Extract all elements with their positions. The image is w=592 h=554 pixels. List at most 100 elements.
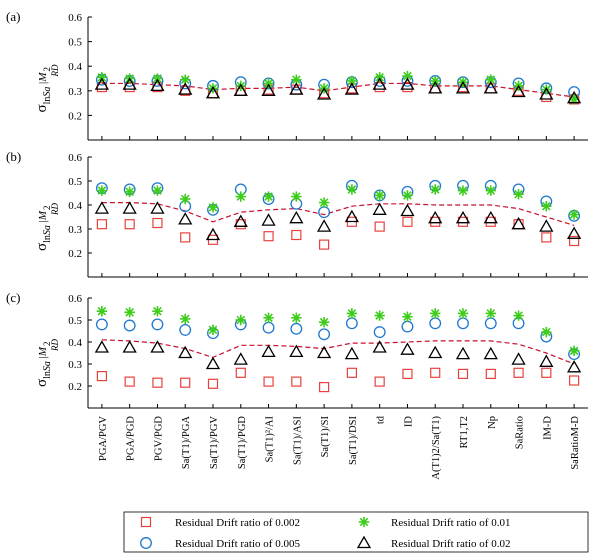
point-0.02 [566, 90, 582, 104]
point-0.01 [180, 313, 191, 325]
series-0.005 [95, 73, 581, 98]
legend-box [123, 511, 589, 553]
point-0.01 [374, 72, 385, 83]
y-axis-label-sub: RD [50, 64, 60, 77]
point-0.002 [124, 376, 135, 387]
point-0.01 [513, 189, 524, 200]
point-0.01 [430, 308, 441, 319]
legend-item-0.002: Residual Drift ratio of 0.002 [140, 516, 300, 529]
point-0.02 [233, 214, 248, 227]
point-0.01 [235, 314, 246, 326]
point-0.02 [178, 82, 193, 95]
point-0.002 [124, 219, 135, 230]
point-0.02 [455, 210, 471, 224]
point-0.005 [401, 320, 414, 333]
legend-marker [140, 516, 152, 528]
point-0.02 [483, 346, 498, 360]
point-0.002 [180, 377, 191, 388]
point-0.02 [94, 340, 110, 353]
y-tick-label: 0.4 [68, 61, 82, 73]
legend-marker [140, 537, 152, 549]
point-0.01 [374, 190, 385, 201]
point-0.01 [152, 73, 163, 84]
point-0.01 [124, 307, 135, 318]
point-0.002 [319, 239, 330, 250]
point-0.005 [457, 76, 469, 89]
point-0.01 [457, 185, 469, 196]
y-tick-label: 0.6 [68, 12, 82, 24]
point-0.01 [346, 184, 358, 195]
series-0.02 [94, 77, 582, 104]
point-0.01 [207, 202, 219, 213]
series-0.002 [96, 82, 580, 105]
point-0.002 [374, 376, 385, 387]
point-0.002 [152, 217, 163, 229]
point-0.005 [290, 322, 303, 335]
point-0.02 [539, 354, 554, 367]
point-0.02 [178, 212, 193, 225]
point-0.01 [152, 306, 163, 317]
point-0.002 [569, 235, 580, 247]
legend-label: Residual Drift ratio of 0.002 [175, 517, 300, 529]
trend-line [101, 339, 575, 365]
point-0.01 [235, 191, 246, 202]
point-0.02 [344, 346, 360, 360]
y-axis-label-sub: RD [50, 203, 60, 216]
point-0.02 [261, 213, 276, 226]
point-0.005 [318, 328, 331, 341]
point-0.002 [402, 368, 413, 379]
y-axis-label: σlnSa|M2 [34, 67, 53, 113]
point-0.02 [122, 201, 137, 214]
point-0.005 [345, 317, 358, 330]
point-0.02 [566, 226, 582, 239]
x-tick-label: SaRatioM-D [570, 416, 581, 470]
point-0.005 [373, 326, 386, 339]
point-0.005 [484, 317, 497, 330]
point-0.02 [511, 216, 526, 230]
point-0.002 [457, 216, 469, 227]
x-tick-label: Sa(T1)/PGV [209, 416, 220, 469]
y-axis-label: σlnSa|M2 [34, 341, 53, 387]
series-0.01 [96, 184, 580, 220]
point-0.002 [152, 377, 163, 388]
point-0.01 [96, 72, 108, 83]
point-0.002 [263, 231, 274, 242]
point-0.01 [430, 184, 441, 195]
x-tick-label: Sa(T1)/ASI [292, 416, 303, 465]
series-0.01 [96, 70, 580, 105]
point-0.02 [289, 82, 304, 95]
point-0.002 [485, 216, 496, 227]
point-0.02 [400, 342, 415, 355]
point-0.002 [569, 375, 580, 386]
point-0.002 [430, 216, 441, 227]
point-0.01 [263, 191, 274, 202]
x-tick-label: Np [487, 416, 498, 429]
point-0.01 [485, 308, 496, 319]
series-0.02 [94, 340, 582, 373]
x-tick-label: ID [403, 416, 414, 427]
point-0.02 [233, 352, 248, 365]
point-0.002 [346, 367, 357, 378]
point-0.01 [291, 191, 302, 202]
point-0.02 [316, 219, 332, 232]
point-0.01 [291, 312, 302, 323]
point-0.002 [96, 219, 107, 230]
point-0.02 [205, 356, 221, 370]
point-0.02 [150, 201, 165, 214]
x-tick-label: PGV/PGD [153, 416, 164, 461]
point-0.02 [205, 85, 221, 99]
point-0.005 [179, 323, 192, 336]
point-0.02 [261, 344, 276, 358]
x-tick-label: Sa(T1)/SI [320, 416, 331, 458]
point-0.01 [318, 197, 330, 208]
x-tick-label: Sa(T1)/PGD [237, 416, 248, 469]
y-tick-label: 0.6 [68, 152, 82, 164]
point-0.002 [513, 367, 524, 378]
point-0.02 [233, 83, 248, 96]
series-0.002 [96, 216, 580, 250]
y-axis-label: σlnSa|M2 [34, 205, 53, 251]
point-0.002 [430, 367, 441, 378]
